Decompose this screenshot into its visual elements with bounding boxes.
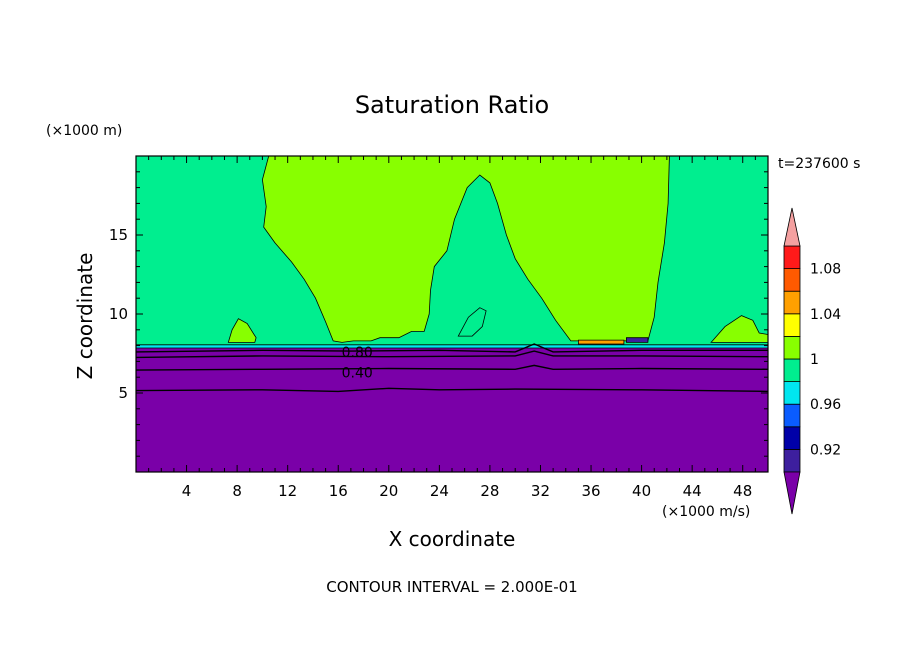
colorbar-low-extend [783,471,801,515]
x-axis-label: X coordinate [389,527,516,551]
contour-region-6 [136,344,768,349]
x-tick-label-10: 44 [683,482,702,500]
contour-label-1: 0.40 [342,365,373,381]
x-tick-label-8: 36 [581,482,600,500]
contour-region-4 [227,318,257,343]
colorbar-swatch-8 [783,268,801,292]
x-axis: 4 8 12 16 20 24 28 32 36 40 44 48 [148,156,756,500]
colorbar-swatch-0 [783,448,801,473]
contour-labels: 0.80 0.40 [342,345,373,382]
x-tick-label-0: 4 [182,482,192,500]
x-tick-label-3: 16 [329,482,348,500]
contour-region-5 [710,315,768,343]
x-tick-label-2: 12 [278,482,297,500]
colorbar-label-3: 0.96 [810,397,841,413]
colorbar-label-4: 0.92 [810,442,841,458]
colorbar-swatch-1 [783,426,801,450]
y-tick-label-1: 10 [109,305,128,323]
y-tick-label-0: 5 [118,384,128,402]
colorbar-swatch-6 [783,313,801,337]
colorbar-label-2: 1 [810,352,819,368]
y-tick-label-2: 15 [109,226,128,244]
colorbar-swatch-7 [783,290,801,315]
colorbar-legend: 1.08 1.04 1 0.96 0.92 [783,207,841,515]
contour-line-1 [136,350,768,359]
contour-region-8 [626,337,649,343]
chart-title: Saturation Ratio [355,91,549,119]
colorbar-swatch-3 [783,381,801,405]
x-tick-label-11: 48 [733,482,752,500]
colorbar-high-extend [783,207,801,247]
colorbar-swatch-9 [783,245,801,270]
y-axis: 5 10 15 [109,171,768,457]
x-tick-label-9: 40 [632,482,651,500]
plot-area [136,156,768,472]
y-axis-label: Z coordinate [73,253,97,380]
colorbar-swatch-5 [783,335,801,360]
colorbar-label-1: 1.04 [810,307,841,323]
contour-label-0: 0.80 [342,345,373,361]
y-unit-label: (×1000 m) [46,123,122,139]
x-tick-label-5: 24 [430,482,449,500]
contour-region-3 [457,307,487,337]
time-label: t=237600 s [778,156,860,172]
contour-interval-footer: CONTOUR INTERVAL = 2.000E-01 [326,578,577,596]
colorbar-swatch-2 [783,403,801,428]
contour-region-7 [578,339,625,345]
contour-fill-layer [136,156,768,472]
contour-line-3 [136,387,768,393]
x-unit-label: (×1000 m/s) [662,504,750,520]
colorbar-swatch-4 [783,358,801,383]
x-tick-label-4: 20 [379,482,398,500]
x-tick-label-7: 32 [531,482,550,500]
contour-line-layer [136,343,768,393]
x-tick-label-1: 8 [232,482,242,500]
contour-line-2 [136,364,768,371]
x-tick-label-6: 28 [480,482,499,500]
contour-region-0 [136,346,768,472]
colorbar-label-0: 1.08 [810,262,841,278]
contour-line-0 [136,343,768,353]
